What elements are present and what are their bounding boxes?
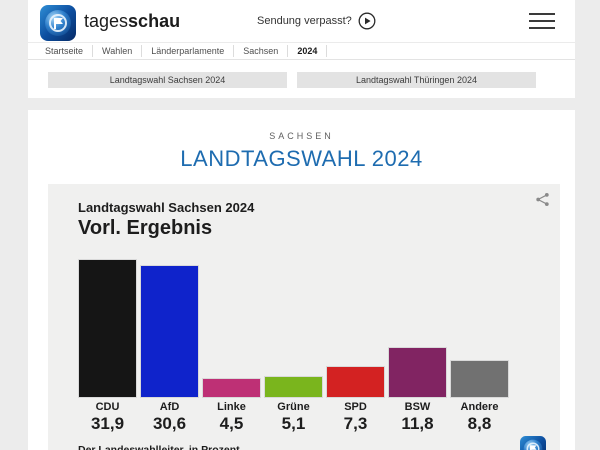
- chart-footer: Der Landeswahlleiter, in Prozent: [78, 436, 546, 450]
- breadcrumb-laenderparlamente[interactable]: Länderparlamente: [142, 45, 235, 57]
- chart-bar-value: 30,6: [152, 414, 187, 433]
- wordmark-regular: tages: [84, 11, 129, 31]
- chart-title: Vorl. Ergebnis: [78, 217, 213, 239]
- chart-bar-group-andere: Andere 8,8: [450, 257, 509, 434]
- wordmark-bold: schau: [128, 11, 181, 31]
- chart-bar-label: CDU: [95, 401, 120, 413]
- chart-bar-label: AfD: [159, 401, 180, 413]
- chart-bar: [140, 265, 199, 398]
- sendung-verpasst-link[interactable]: Sendung verpasst?: [257, 12, 376, 30]
- tagesschau-wordmark[interactable]: tagesschau: [84, 11, 180, 32]
- menu-icon[interactable]: [529, 13, 555, 34]
- tagesschau-logo-icon: [40, 5, 76, 41]
- chart-bar-group-grne: Grüne 5,1: [264, 257, 323, 434]
- page-title: LANDTAGSWAHL 2024: [180, 146, 423, 171]
- chart-bar-group-spd: SPD 7,3: [326, 257, 385, 434]
- chart-bar-label: Andere: [460, 401, 499, 413]
- chart-subtitle: Landtagswahl Sachsen 2024: [78, 200, 255, 215]
- chart-bar-value: 31,9: [90, 414, 125, 433]
- sendung-verpasst-label: Sendung verpasst?: [257, 15, 352, 27]
- chart-bar-label: BSW: [404, 401, 431, 413]
- chart-bar-label: Linke: [217, 401, 246, 413]
- chart-bar-value: 4,5: [219, 414, 244, 433]
- chart-bar: [78, 259, 137, 398]
- chart-bar-label: Grüne: [277, 401, 310, 413]
- chart-bar: [202, 378, 261, 398]
- chart-bar-value: 7,3: [343, 414, 368, 433]
- breadcrumb-wahlen[interactable]: Wahlen: [93, 45, 143, 57]
- chart-bar-label: SPD: [344, 401, 367, 413]
- quick-link-sachsen[interactable]: Landtagswahl Sachsen 2024: [48, 72, 287, 88]
- header-top-row: tagesschau Sendung verpasst?: [28, 0, 575, 42]
- chart-bar-value: 5,1: [281, 414, 306, 433]
- page-column: tagesschau Sendung verpasst? Startseite …: [28, 0, 575, 450]
- main-content: SACHSEN LANDTAGSWAHL 2024 Landtagswahl S…: [28, 110, 575, 450]
- chart-bar: [264, 376, 323, 398]
- chart-bar: [388, 347, 447, 398]
- chart-bar: [450, 360, 509, 398]
- chart-bar-value: 8,8: [467, 414, 492, 433]
- tagesschau-watermark-icon: [520, 436, 546, 450]
- share-button[interactable]: [535, 192, 550, 210]
- breadcrumb-sachsen[interactable]: Sachsen: [234, 45, 289, 57]
- play-icon: [358, 12, 376, 30]
- region-kicker: SACHSEN: [269, 131, 334, 141]
- chart-bar: [326, 366, 385, 398]
- breadcrumb: Startseite Wahlen Länderparlamente Sachs…: [28, 42, 575, 60]
- breadcrumb-2024[interactable]: 2024: [288, 45, 328, 57]
- site-header: tagesschau Sendung verpasst? Startseite …: [28, 0, 575, 98]
- chart-source: Der Landeswahlleiter, in Prozent: [78, 444, 240, 450]
- chart-bar-group-linke: Linke 4,5: [202, 257, 261, 434]
- breadcrumb-startseite[interactable]: Startseite: [36, 45, 94, 57]
- quick-links-row: Landtagswahl Sachsen 2024 Landtagswahl T…: [28, 60, 575, 98]
- chart-bar-group-afd: AfD 30,6: [140, 257, 199, 434]
- share-icon: [536, 193, 549, 206]
- tagesschau-logo[interactable]: [40, 5, 76, 41]
- chart-bar-group-cdu: CDU 31,9: [78, 257, 137, 434]
- quick-link-thueringen[interactable]: Landtagswahl Thüringen 2024: [297, 72, 536, 88]
- election-chart-card: Landtagswahl Sachsen 2024 Vorl. Ergebnis…: [48, 184, 560, 450]
- chart-bar-group-bsw: BSW 11,8: [388, 257, 447, 434]
- bars: CDU 31,9 AfD 30,6 Linke 4,5 Grüne 5,1 SPD 7,3 BSW 1…: [78, 257, 546, 434]
- chart-bar-value: 11,8: [401, 414, 434, 433]
